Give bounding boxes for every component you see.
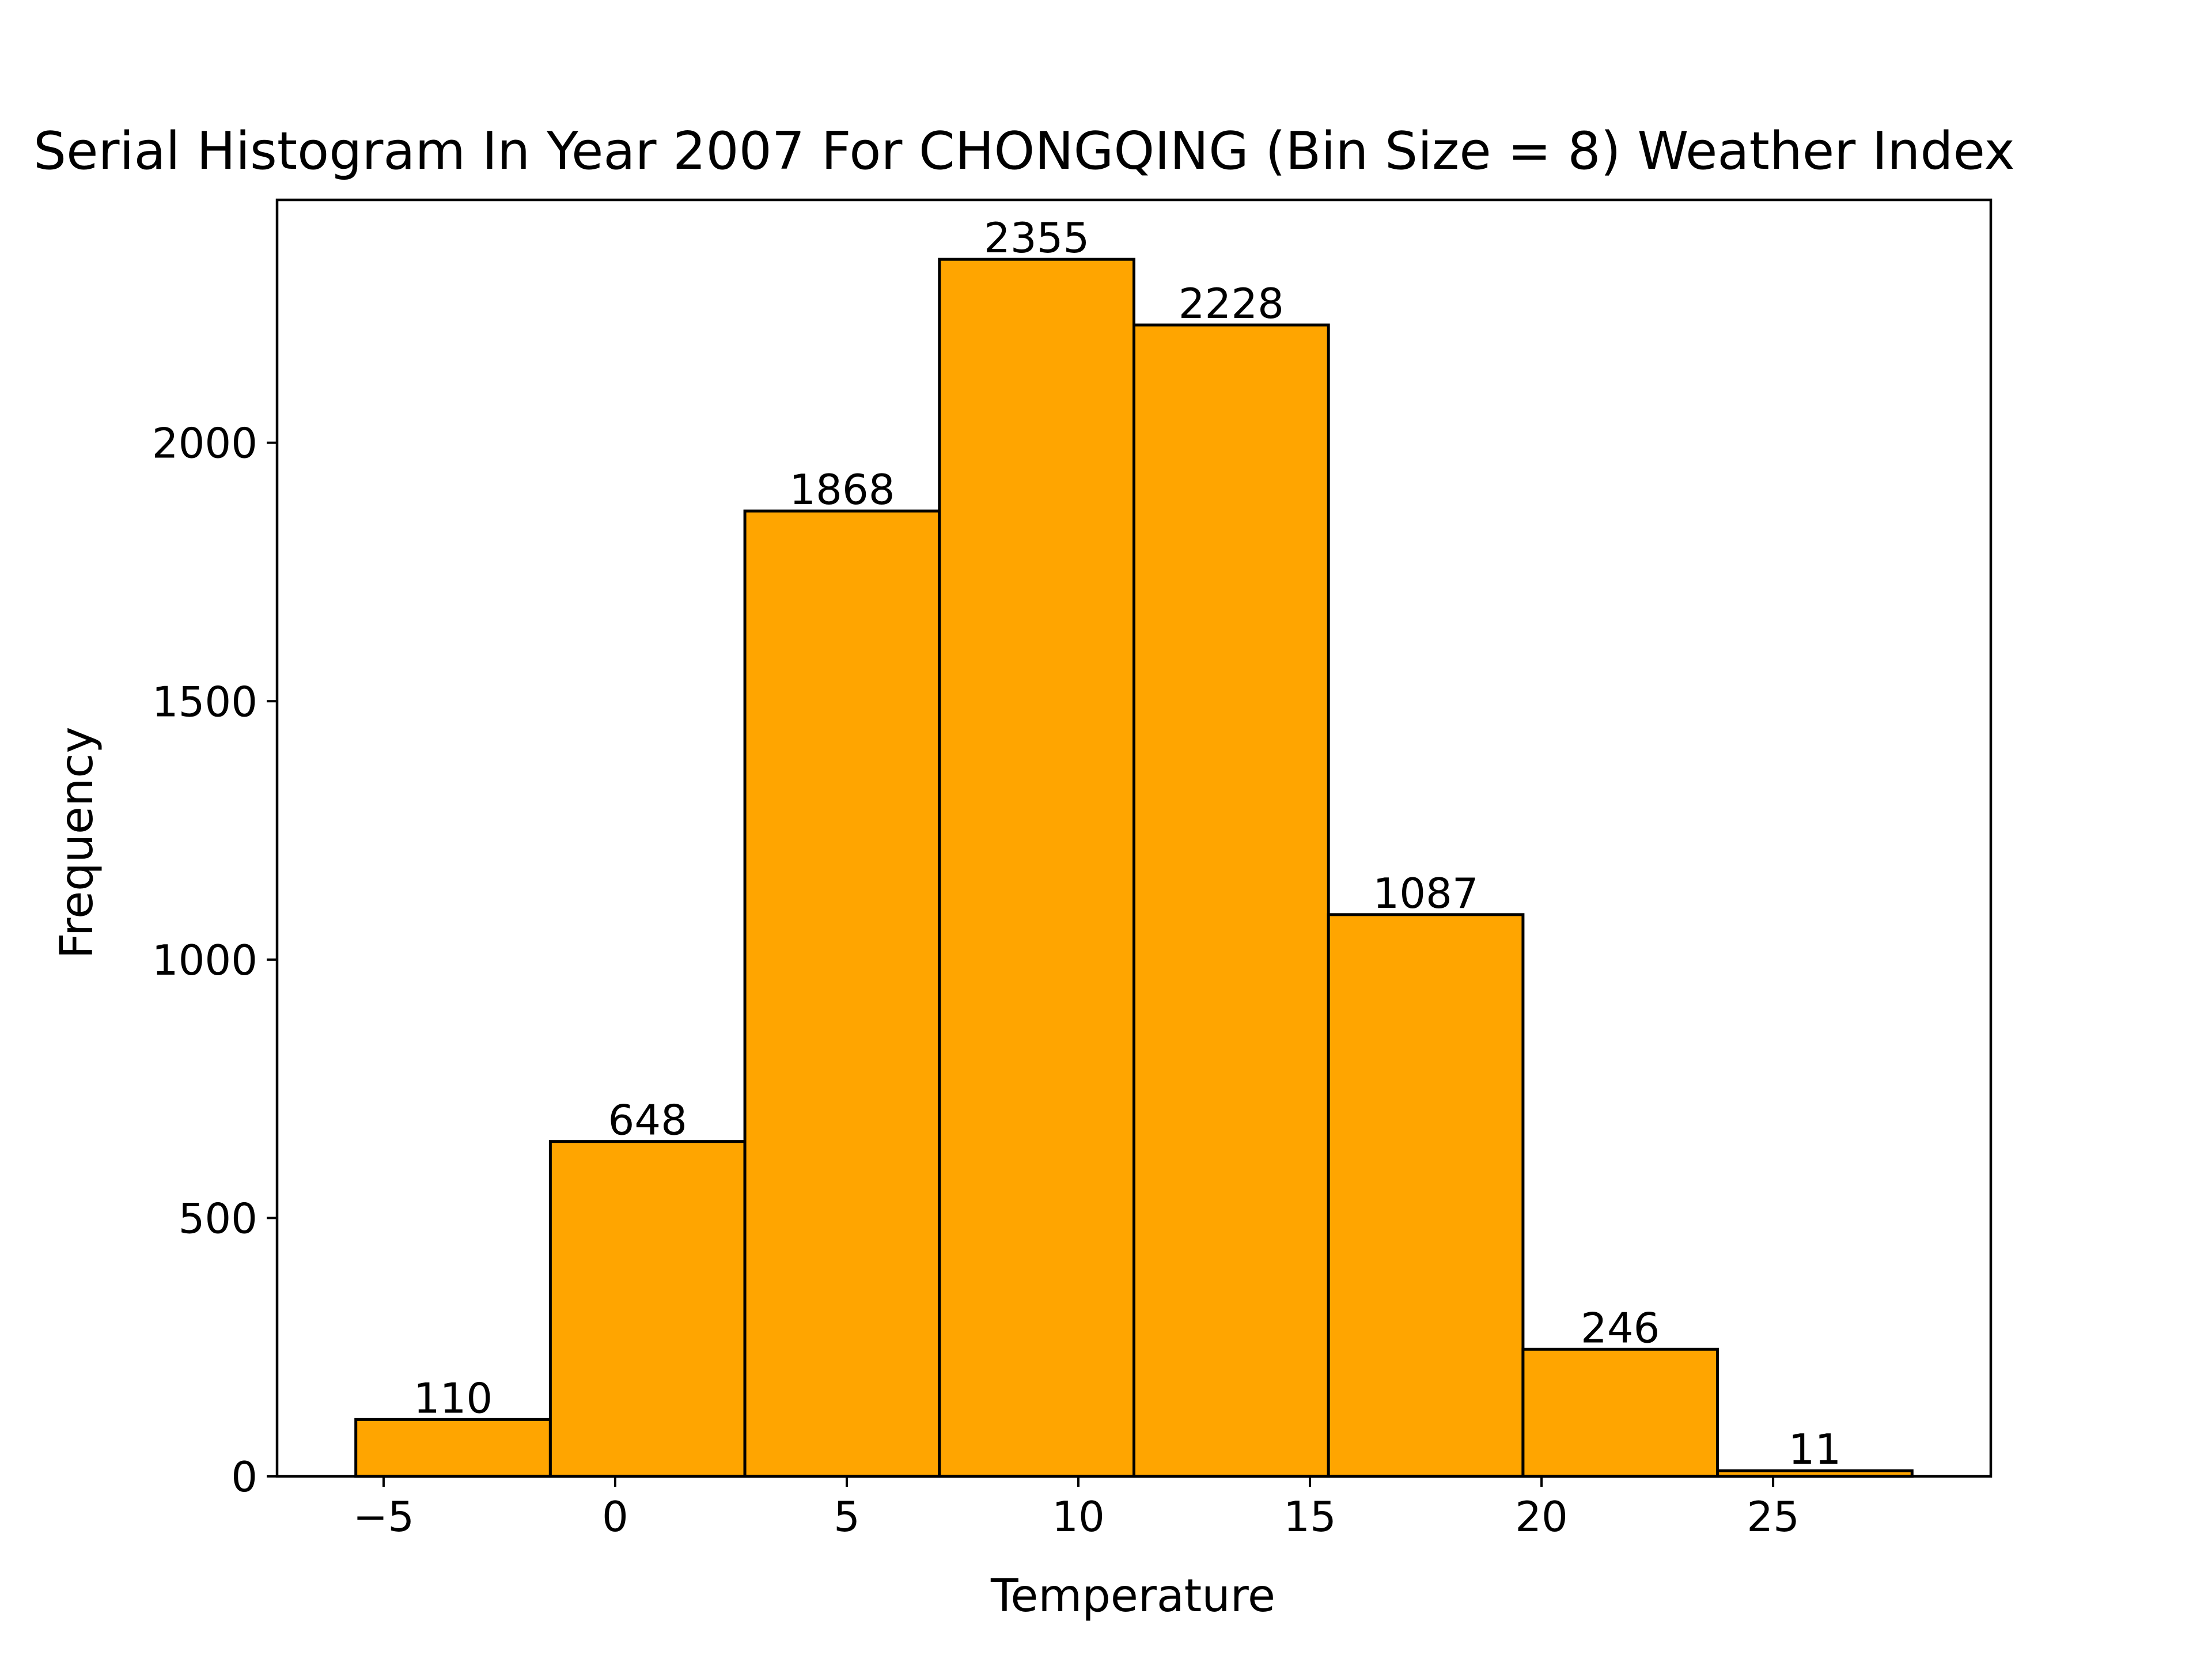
y-axis-ticks: 0 500 1000 1500 2000 — [152, 419, 277, 1501]
x-tick-label: 10 — [1052, 1493, 1105, 1541]
histogram-bar — [743, 509, 941, 1478]
y-tick-label: 1000 — [152, 936, 257, 984]
bar-value-label: 2228 — [1179, 279, 1284, 328]
y-axis-label: Frequency — [51, 727, 103, 959]
y-tick-label: 0 — [231, 1453, 257, 1501]
x-tick-label: −5 — [353, 1493, 414, 1541]
bars-group — [354, 257, 1914, 1478]
plot-frame — [275, 198, 1993, 1478]
histogram-bar — [354, 1418, 552, 1478]
bar-value-label: 2355 — [984, 214, 1089, 262]
bar-value-label: 648 — [608, 1096, 687, 1145]
bar-labels-group: 110 648 1868 2355 2228 1087 246 11 — [414, 214, 1841, 1474]
bar-value-label: 110 — [414, 1374, 493, 1422]
x-tick-label: 5 — [834, 1493, 860, 1541]
x-tick-label: 15 — [1283, 1493, 1336, 1541]
bar-value-label: 11 — [1789, 1425, 1842, 1474]
x-tick-label: 0 — [602, 1493, 628, 1541]
y-tick-label: 1500 — [152, 677, 257, 726]
x-tick-label: 25 — [1747, 1493, 1800, 1541]
bar-value-label: 1868 — [789, 465, 895, 514]
y-tick-label: 500 — [179, 1194, 257, 1243]
x-tick-label: 20 — [1515, 1493, 1568, 1541]
histogram-bar — [1521, 1347, 1719, 1478]
histogram-bar — [548, 1140, 747, 1478]
histogram-bar — [1327, 913, 1525, 1478]
histogram-bar — [1132, 323, 1330, 1478]
chart-title: Serial Histogram In Year 2007 For CHONGQ… — [33, 121, 2015, 181]
x-axis-ticks: −5 0 5 10 15 20 25 — [353, 1476, 1800, 1541]
bar-value-label: 1087 — [1373, 869, 1478, 918]
bar-value-label: 246 — [1581, 1304, 1660, 1352]
x-axis-label: Temperature — [990, 1570, 1275, 1622]
y-tick-label: 2000 — [152, 419, 257, 468]
histogram-bar — [938, 257, 1135, 1478]
